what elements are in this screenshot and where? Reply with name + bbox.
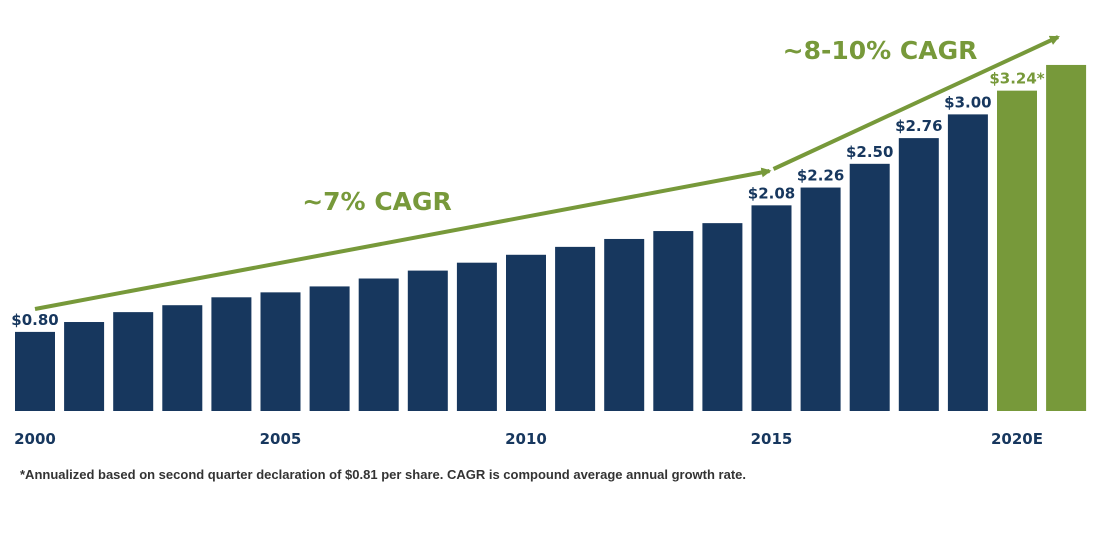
bar-2020E	[997, 90, 1037, 412]
bar-2019	[947, 114, 988, 411]
bar-2011	[555, 246, 596, 411]
bar-2013	[653, 231, 694, 411]
value-label-2015: $2.08	[748, 184, 795, 202]
cagr-arrow-2	[772, 35, 1060, 171]
tick-label-2020E: 2020E	[991, 430, 1043, 448]
cagr-arrow-1	[34, 167, 772, 311]
bar-2005	[260, 292, 301, 411]
value-label-2019: $3.00	[944, 93, 991, 111]
value-label-2018: $2.76	[895, 117, 942, 135]
bar-2007	[358, 278, 399, 411]
bar-2010	[506, 254, 546, 411]
value-label-2016: $2.26	[797, 167, 844, 185]
bar-2002	[113, 312, 154, 411]
footnote: *Annualized based on second quarter decl…	[20, 467, 747, 482]
bar-2006	[309, 286, 350, 411]
bar-2009	[456, 262, 497, 411]
bar-2015	[751, 205, 792, 411]
bar-2012	[604, 238, 645, 411]
bar-2018	[898, 138, 939, 411]
bar-2014	[702, 223, 743, 411]
cagr-label-1: ~7% CAGR	[302, 187, 452, 216]
tick-label-2000: 2000	[14, 430, 56, 448]
value-label-2017: $2.50	[846, 143, 893, 161]
tick-label-2005: 2005	[260, 430, 302, 448]
tick-label-2015: 2015	[751, 430, 793, 448]
bar-2016	[800, 187, 841, 411]
bar-2001	[64, 322, 105, 411]
value-label-2000: $0.80	[11, 311, 58, 329]
bar-2004	[211, 297, 252, 411]
cagr-label-2: ~8-10% CAGR	[783, 36, 978, 65]
bar-2000	[15, 331, 55, 411]
bar-2008	[407, 270, 448, 411]
bar-2017	[849, 163, 890, 411]
value-label-2020E: $3.24*	[989, 70, 1044, 88]
tick-label-2010: 2010	[505, 430, 547, 448]
bar-2021E	[1046, 64, 1087, 411]
bar-2003	[162, 305, 203, 411]
